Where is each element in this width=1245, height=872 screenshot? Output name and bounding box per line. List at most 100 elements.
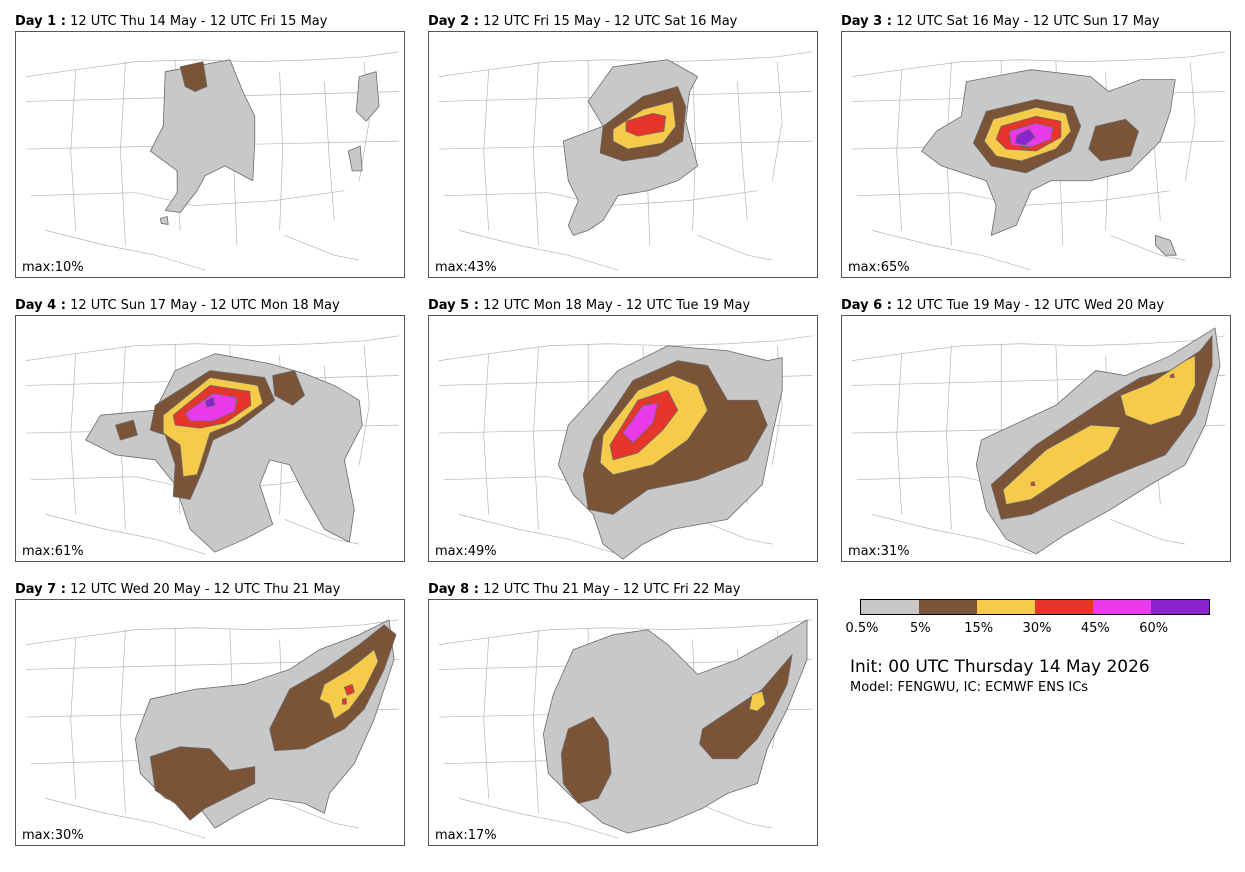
basemap-boundary xyxy=(1110,519,1186,545)
period-label: 12 UTC Tue 19 May - 12 UTC Wed 20 May xyxy=(896,298,1165,313)
map-svg xyxy=(438,619,813,839)
legend-swatch-0 xyxy=(861,600,919,614)
panel-title: Day 2 : 12 UTC Fri 15 May - 12 UTC Sat 1… xyxy=(428,14,737,30)
max-label: max:10% xyxy=(20,260,86,276)
panel-day1: Day 1 : 12 UTC Thu 14 May - 12 UTC Fri 1… xyxy=(15,14,405,278)
prob-15 xyxy=(748,690,766,712)
map-svg xyxy=(25,51,400,271)
period-label: 12 UTC Mon 18 May - 12 UTC Tue 19 May xyxy=(483,298,751,313)
basemap-boundary xyxy=(946,345,952,530)
forecast-map: max:31% xyxy=(841,315,1231,562)
forecast-map: max:10% xyxy=(15,31,405,278)
max-label: max:65% xyxy=(846,260,912,276)
basemap-boundary xyxy=(871,514,1032,555)
basemap-boundary xyxy=(483,637,490,799)
prob-60 xyxy=(204,396,216,408)
prob-15 xyxy=(319,649,379,720)
day-label: Day 2 : xyxy=(428,14,479,29)
basemap-boundary xyxy=(438,51,813,77)
day-label: Day 6 : xyxy=(841,298,892,313)
color-legend-bar xyxy=(860,599,1210,615)
panel-day8: Day 8 : 12 UTC Thu 21 May - 12 UTC Fri 2… xyxy=(428,582,818,846)
max-label: max:49% xyxy=(433,544,499,560)
basemap-boundary xyxy=(483,353,490,515)
panel-title: Day 8 : 12 UTC Thu 21 May - 12 UTC Fri 2… xyxy=(428,582,740,598)
legend-swatch-3 xyxy=(1035,600,1093,614)
prob-0.5 xyxy=(543,619,808,834)
legend-tick-label: 0.5% xyxy=(845,621,879,636)
basemap-boundary xyxy=(70,637,77,799)
day-label: Day 5 : xyxy=(428,298,479,313)
panel-day4: Day 4 : 12 UTC Sun 17 May - 12 UTC Mon 1… xyxy=(15,298,405,562)
period-label: 12 UTC Sat 16 May - 12 UTC Sun 17 May xyxy=(896,14,1160,29)
forecast-map: max:30% xyxy=(15,599,405,846)
prob-30 xyxy=(341,683,355,705)
panel-title: Day 6 : 12 UTC Tue 19 May - 12 UTC Wed 2… xyxy=(841,298,1164,314)
init-time-label: Init: 00 UTC Thursday 14 May 2026 xyxy=(850,657,1150,677)
forecast-map: max:49% xyxy=(428,315,818,562)
period-label: 12 UTC Fri 15 May - 12 UTC Sat 16 May xyxy=(483,14,738,29)
model-label: Model: FENGWU, IC: ECMWF ENS ICs xyxy=(850,680,1089,695)
prob-45 xyxy=(622,402,659,444)
max-label: max:43% xyxy=(433,260,499,276)
basemap-boundary xyxy=(279,71,283,231)
prob-5 xyxy=(149,624,397,821)
basemap-boundary xyxy=(120,61,126,246)
legend-tick-label: 45% xyxy=(1080,621,1110,636)
forecast-map: max:43% xyxy=(428,31,818,278)
map-svg xyxy=(25,335,400,555)
basemap-boundary xyxy=(120,629,126,814)
basemap-boundary xyxy=(358,345,370,465)
max-label: max:31% xyxy=(846,544,912,560)
forecast-map: max:17% xyxy=(428,599,818,846)
basemap-boundary xyxy=(697,519,773,545)
basemap-boundary xyxy=(70,353,77,515)
panel-day5: Day 5 : 12 UTC Mon 18 May - 12 UTC Tue 1… xyxy=(428,298,818,562)
panel-title: Day 7 : 12 UTC Wed 20 May - 12 UTC Thu 2… xyxy=(15,582,340,598)
panel-title: Day 4 : 12 UTC Sun 17 May - 12 UTC Mon 1… xyxy=(15,298,340,314)
basemap-boundary xyxy=(692,71,696,231)
prob-30 xyxy=(1030,373,1175,487)
basemap-boundary xyxy=(25,619,400,645)
basemap-boundary xyxy=(284,519,360,545)
basemap-boundary xyxy=(697,235,773,261)
basemap-boundary xyxy=(533,345,539,530)
panel-title: Day 5 : 12 UTC Mon 18 May - 12 UTC Tue 1… xyxy=(428,298,750,314)
basemap-boundary xyxy=(45,230,206,271)
day-label: Day 4 : xyxy=(15,298,66,313)
legend-tick-label: 60% xyxy=(1139,621,1169,636)
basemap-boundary xyxy=(30,190,345,206)
basemap-boundary xyxy=(871,230,1032,271)
legend-tick-label: 30% xyxy=(1022,621,1052,636)
basemap-boundary xyxy=(1110,235,1186,261)
map-svg xyxy=(438,335,813,560)
panel-day6: Day 6 : 12 UTC Tue 19 May - 12 UTC Wed 2… xyxy=(841,298,1231,562)
basemap-boundary xyxy=(1184,61,1196,181)
map-svg xyxy=(25,619,400,839)
period-label: 12 UTC Thu 21 May - 12 UTC Fri 22 May xyxy=(483,582,741,597)
max-label: max:30% xyxy=(20,828,86,844)
basemap-boundary xyxy=(284,803,360,829)
legend-swatch-4 xyxy=(1093,600,1151,614)
basemap-boundary xyxy=(737,81,748,221)
map-svg xyxy=(438,51,813,271)
basemap-boundary xyxy=(45,798,206,839)
map-svg xyxy=(851,51,1226,271)
basemap-boundary xyxy=(438,335,813,361)
basemap-boundary xyxy=(25,335,400,361)
basemap-boundary xyxy=(851,51,1226,77)
panel-title: Day 1 : 12 UTC Thu 14 May - 12 UTC Fri 1… xyxy=(15,14,327,30)
prob-30 xyxy=(625,112,667,137)
map-svg xyxy=(851,327,1226,555)
legend-swatch-2 xyxy=(977,600,1035,614)
basemap-boundary xyxy=(697,803,773,829)
basemap-boundary xyxy=(458,798,619,839)
prob-45 xyxy=(184,392,238,422)
basemap-boundary xyxy=(324,81,335,221)
panel-day3: Day 3 : 12 UTC Sat 16 May - 12 UTC Sun 1… xyxy=(841,14,1231,278)
panel-day7: Day 7 : 12 UTC Wed 20 May - 12 UTC Thu 2… xyxy=(15,582,405,846)
basemap-boundary xyxy=(284,235,360,261)
day-label: Day 3 : xyxy=(841,14,892,29)
day-label: Day 1 : xyxy=(15,14,66,29)
panel-day2: Day 2 : 12 UTC Fri 15 May - 12 UTC Sat 1… xyxy=(428,14,818,278)
